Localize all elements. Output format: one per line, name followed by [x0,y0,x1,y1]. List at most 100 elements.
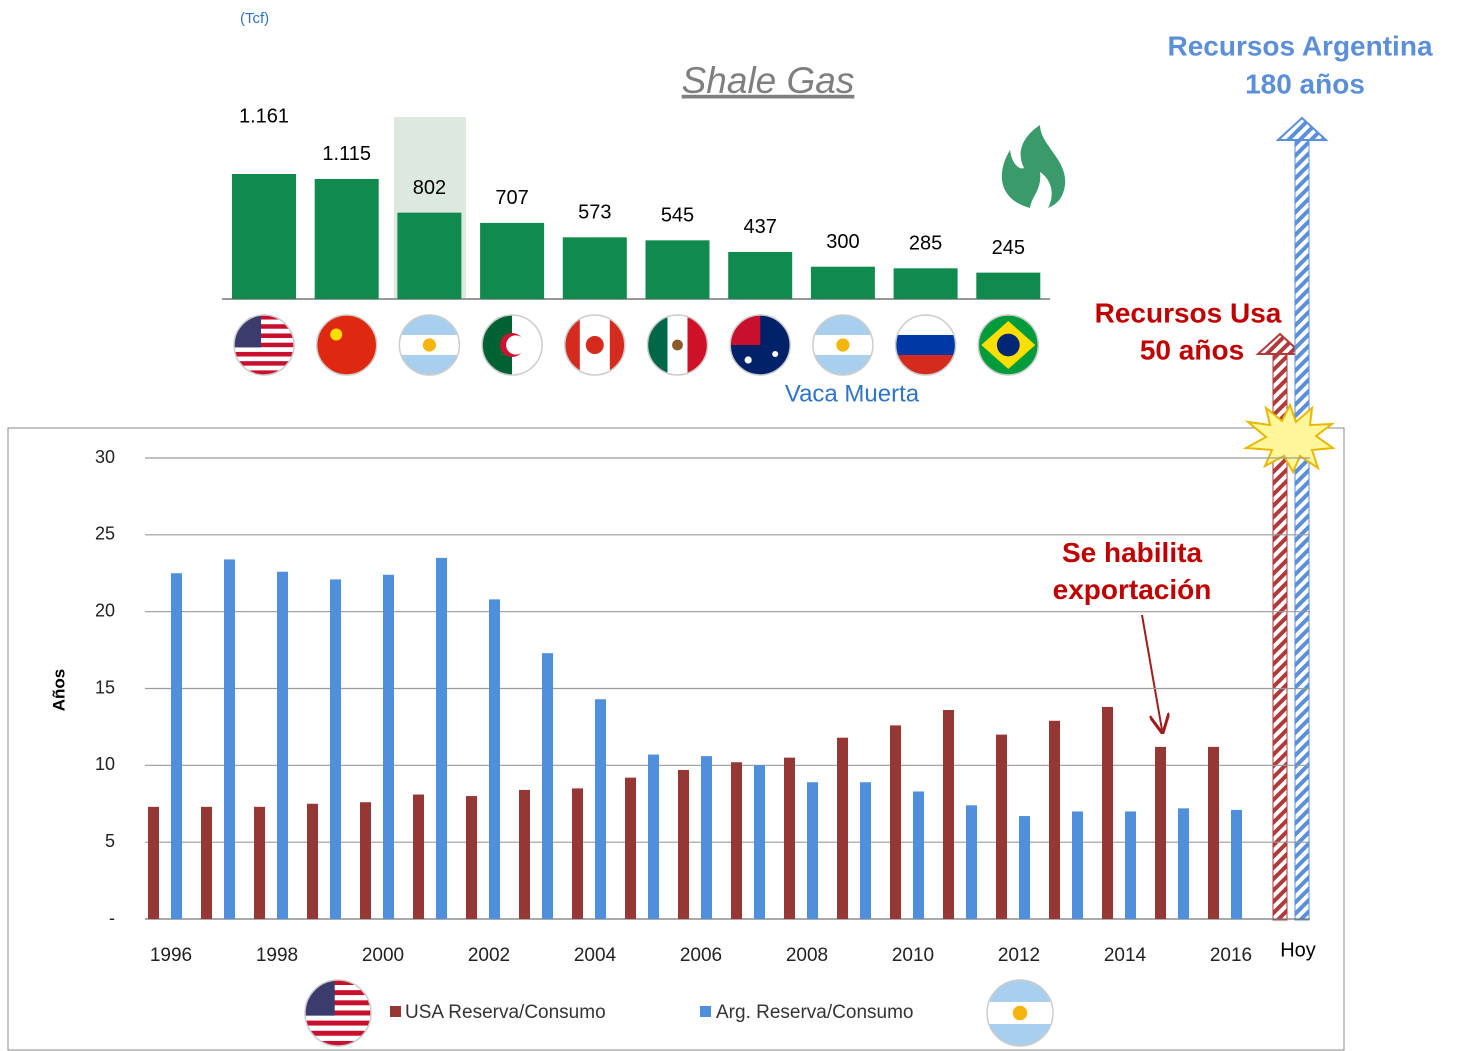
bar [562,237,627,299]
x-tick-label: 2016 [1210,945,1252,966]
chart-title: Shale Gas [682,60,855,101]
bar [1178,808,1189,919]
bar [201,806,212,919]
x-tick-label: 2010 [892,945,934,966]
bar [913,791,924,919]
flag-rim [315,314,378,376]
flag-rim [564,314,626,376]
flag [812,315,873,375]
bar [1155,746,1166,919]
bar [1102,706,1113,919]
bar [728,251,793,299]
y-tick-label: 5 [105,831,115,851]
bar [966,805,977,919]
bar [1049,720,1060,919]
bar [837,737,848,919]
bar [360,802,371,919]
flag-rim [812,314,874,376]
bar [397,212,462,299]
x-tick-label: 2004 [574,945,617,966]
bar [489,599,500,919]
annotation: 50 años [1140,334,1244,365]
bar [701,756,712,919]
flag-rim [233,314,295,376]
bar [784,757,795,919]
bar [943,710,954,919]
bar [277,571,288,919]
bar [678,769,689,919]
value-label: 1.161 [239,105,289,127]
y-tick-label: - [109,908,115,928]
bar [254,806,265,919]
bar [595,699,606,919]
annotation-arrow [1141,614,1162,730]
x-tick-label: 2000 [362,945,404,966]
annotation: Se habilita exportación [1053,537,1212,605]
bar [436,557,447,919]
bar [519,789,530,919]
bar [731,762,742,919]
bar [232,174,296,299]
bar [383,574,394,919]
flag [895,315,956,375]
bar [860,782,871,919]
value-label: 802 [413,177,446,199]
bar [1208,746,1219,919]
arg-arrow [1294,139,1310,921]
value-label: 707 [495,187,528,209]
bar [480,222,545,299]
bar [1231,809,1242,919]
bar [466,796,477,919]
bar [413,794,424,919]
value-label: 245 [992,237,1025,259]
y-tick-label: 15 [95,677,115,697]
bar [645,240,710,299]
y-tick-label: 25 [95,524,115,544]
value-label: 437 [744,216,777,238]
flag-rim [977,314,1040,376]
bar [976,272,1041,299]
bar [625,777,636,919]
bar [1019,816,1030,919]
bar [330,579,341,919]
legend-label: USA Reserva/Consumo [405,1002,606,1023]
annotation: Vaca Muerta [785,380,920,407]
bar [996,734,1007,919]
x-tick-label: 2002 [468,945,510,966]
value-label: 300 [826,231,859,253]
bar [171,573,182,919]
flag [305,980,371,1046]
x-tick-label: 2014 [1104,945,1147,966]
bar [314,178,379,299]
x-tick-label: 2008 [786,945,828,966]
bar [648,754,659,919]
arg-arrowhead [1275,116,1329,141]
bar [572,788,583,919]
annotation: Recursos Argentina [1167,30,1432,61]
unit-label: (Tcf) [240,10,269,27]
annotation: 180 años [1245,68,1365,99]
annotation: Recursos Usa [1095,297,1282,328]
value-label: 1.115 [322,143,371,165]
bar [807,782,818,919]
x-tick-label: 2006 [680,945,722,966]
value-label: 285 [909,233,942,255]
y-tick-label: 30 [95,447,115,467]
legend-swatch [700,1006,711,1017]
flame-icon [1001,125,1066,208]
flag-rim [986,979,1054,1047]
flag [987,980,1053,1046]
legend-label: Arg. Reserva/Consumo [716,1002,913,1023]
bar [542,653,553,919]
flag [399,315,460,375]
flag-rim [894,314,957,376]
bar [1125,811,1136,919]
x-tick-label: 1996 [150,945,192,966]
flag-rim [304,979,372,1047]
usa-arrowhead [1255,332,1305,355]
flag [316,315,377,375]
annotation: Hoy [1280,939,1316,961]
bar [890,725,901,919]
x-tick-label: 2012 [998,945,1040,966]
